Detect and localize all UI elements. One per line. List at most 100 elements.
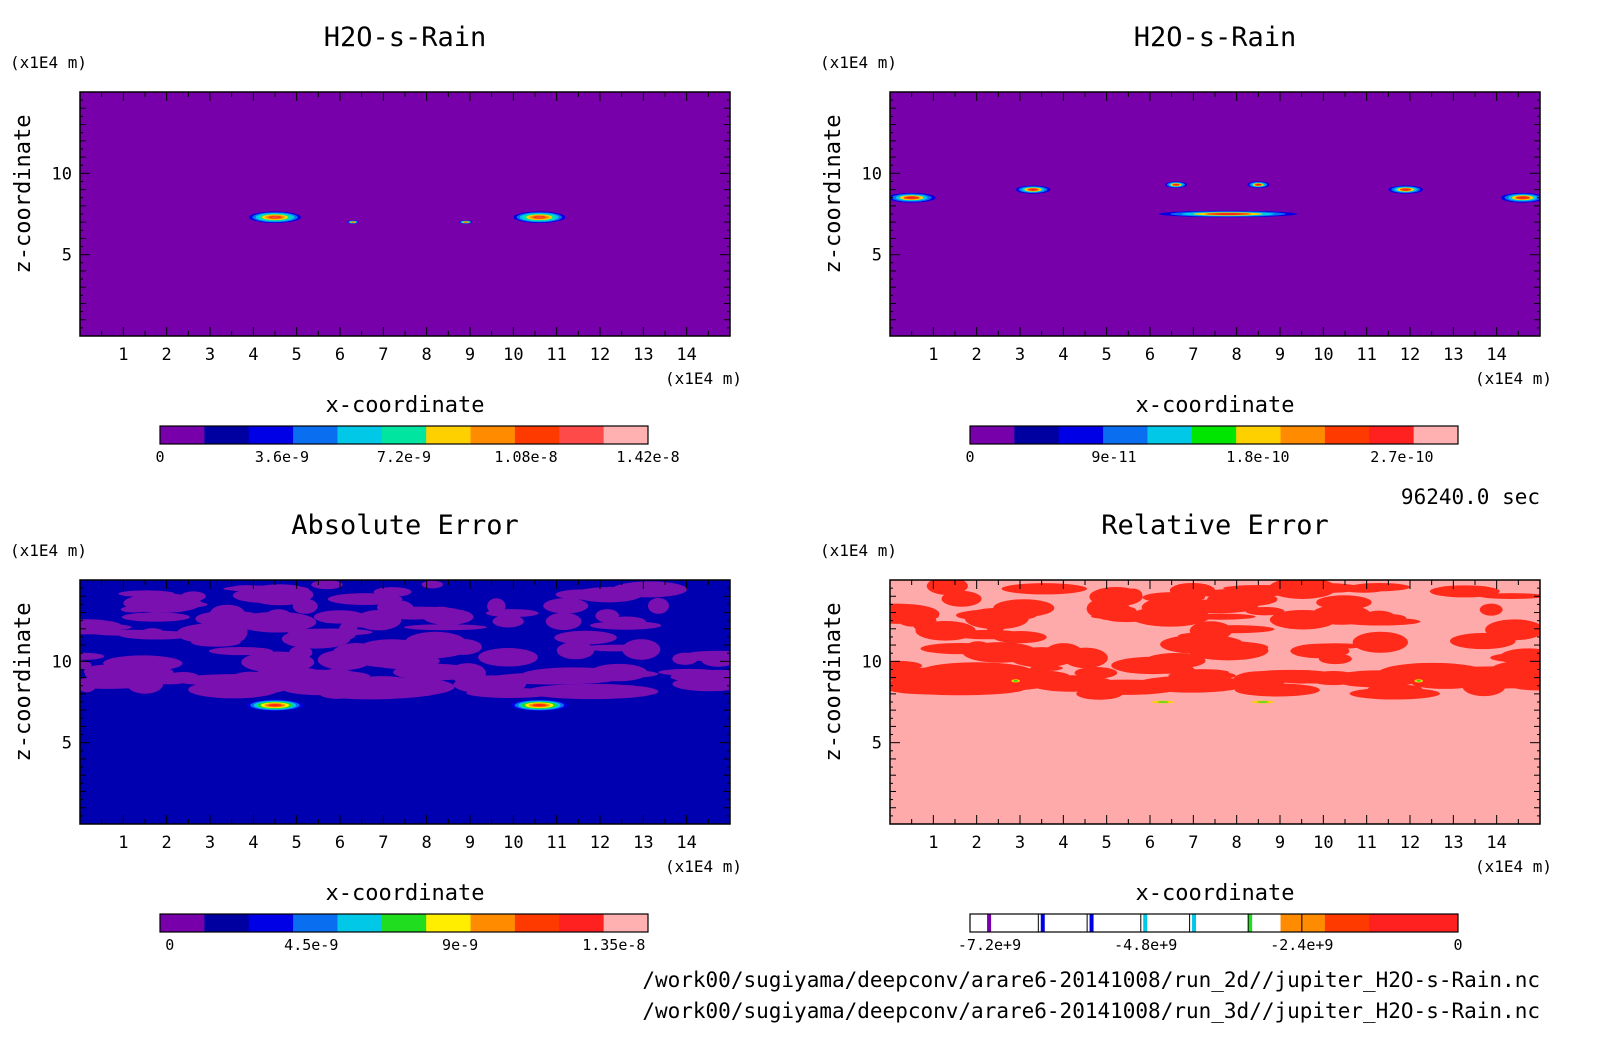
error-band <box>106 664 174 682</box>
contour-blob <box>271 704 279 706</box>
error-band <box>1029 675 1115 692</box>
colorbar-swatch <box>426 914 472 932</box>
panels-group: H2O-s-Rain(x1E4 m)1 2 3 4 5 6 7 8 9 10 11 12 13 14510… <box>10 22 1552 954</box>
colorbar-swatch <box>1324 914 1370 932</box>
colorbar-swatch <box>248 426 294 444</box>
colorbar-swatch <box>1324 426 1370 444</box>
timestamp-label: 96240.0 sec <box>1401 485 1540 509</box>
file-path-2d: /work00/sugiyama/deepconv/arare6-2014100… <box>642 968 1540 992</box>
error-band <box>332 642 381 664</box>
x-tick-label: 14 <box>676 833 696 853</box>
y-tick-label: 10 <box>862 652 882 672</box>
colorbar-swatch <box>381 426 427 444</box>
x-tick-label: 2 <box>972 833 982 853</box>
x-tick-label: 8 <box>1232 833 1242 853</box>
error-band <box>525 683 659 700</box>
error-band <box>492 614 524 628</box>
colorbar-swatch <box>160 914 205 932</box>
error-band <box>383 611 443 620</box>
error-band <box>993 631 1047 644</box>
x-tick-label: 3 <box>205 345 215 365</box>
colorbar-tick-label: 1.08e-8 <box>494 448 557 466</box>
error-band <box>1195 625 1275 634</box>
contour-blob <box>907 196 916 199</box>
y-axis-label: z-coordinate <box>11 603 36 762</box>
error-band <box>1160 634 1245 655</box>
x-axis-label: x-coordinate <box>1136 881 1295 906</box>
x-tick-label: 7 <box>1188 833 1198 853</box>
error-band <box>607 616 646 627</box>
colorbar-frame <box>159 913 649 933</box>
error-band <box>1490 653 1540 663</box>
error-band <box>80 677 155 689</box>
x-tick-label: 4 <box>248 833 258 853</box>
colorbar-swatch <box>514 426 560 444</box>
error-band <box>915 620 976 641</box>
error-band <box>1234 683 1320 697</box>
colorbar-tick-label: 7.2e-9 <box>377 448 431 466</box>
colorbar-swatch <box>559 914 605 932</box>
error-band <box>545 612 582 631</box>
x-tick-label: 7 <box>1188 345 1198 365</box>
x-tick-label: 6 <box>1145 833 1155 853</box>
error-band <box>1246 591 1264 601</box>
colorbar-swatch <box>1040 914 1045 932</box>
plot-background <box>80 92 730 336</box>
colorbar-swatch <box>381 914 427 932</box>
x-tick-label: 8 <box>422 345 432 365</box>
colorbar-swatch <box>248 914 294 932</box>
plot-area <box>80 92 730 336</box>
colorbar-tick-label: -7.2e+9 <box>958 936 1021 954</box>
x-tick-label: 12 <box>1400 833 1420 853</box>
colorbar-frame <box>969 913 1459 933</box>
error-band <box>1111 656 1194 675</box>
colorbar-tick-label: -4.8e+9 <box>1114 936 1177 954</box>
colorbar-tick-label: 0 <box>155 448 164 466</box>
colorbar-swatch <box>293 426 338 444</box>
x-tick-label: 9 <box>465 833 475 853</box>
error-band <box>1308 670 1359 686</box>
colorbar-swatch <box>204 426 250 444</box>
x-tick-label: 9 <box>1275 345 1285 365</box>
error-band <box>956 609 1037 622</box>
colorbar-frame <box>969 425 1459 445</box>
x-tick-label: 5 <box>1102 345 1112 365</box>
error-band <box>1086 598 1120 619</box>
contour-blob <box>1256 701 1269 703</box>
colorbar-swatch <box>1236 426 1282 444</box>
error-band <box>236 611 317 633</box>
colorbar-swatch <box>1014 426 1060 444</box>
error-band <box>210 604 245 622</box>
plot-area <box>890 92 1540 336</box>
y-unit-label: (x1E4 m) <box>10 541 87 560</box>
colorbar: 0 9e-11 1.8e-10 2.7e-10 <box>965 425 1459 466</box>
y-tick-label: 5 <box>62 246 72 266</box>
x-tick-label: 1 <box>928 833 938 853</box>
y-unit-label: (x1E4 m) <box>820 53 897 72</box>
colorbar-swatch <box>426 426 472 444</box>
error-band <box>421 580 443 589</box>
contour-blob <box>536 216 543 218</box>
error-band <box>1186 613 1256 620</box>
error-band <box>1311 604 1371 625</box>
error-band <box>647 597 669 614</box>
x-tick-label: 13 <box>1443 833 1463 853</box>
error-band <box>562 652 582 659</box>
colorbar-swatch <box>970 914 1015 932</box>
x-tick-label: 9 <box>1275 833 1285 853</box>
y-tick-label: 10 <box>52 652 72 672</box>
colorbar-tick-label: 0 <box>1453 936 1462 954</box>
x-tick-label: 12 <box>590 345 610 365</box>
colorbar-tick-label: 4.5e-9 <box>284 936 338 954</box>
colorbar-swatch <box>1280 426 1326 444</box>
colorbar-tick-label: -2.4e+9 <box>1270 936 1333 954</box>
x-tick-label: 1 <box>118 345 128 365</box>
x-unit-label: (x1E4 m) <box>665 369 742 388</box>
error-band <box>1489 661 1540 683</box>
y-tick-label: 10 <box>52 164 72 184</box>
error-band <box>1478 593 1540 599</box>
y-tick-label: 5 <box>872 734 882 754</box>
error-band <box>208 646 273 656</box>
x-tick-label: 13 <box>633 345 653 365</box>
error-band <box>1168 671 1236 681</box>
